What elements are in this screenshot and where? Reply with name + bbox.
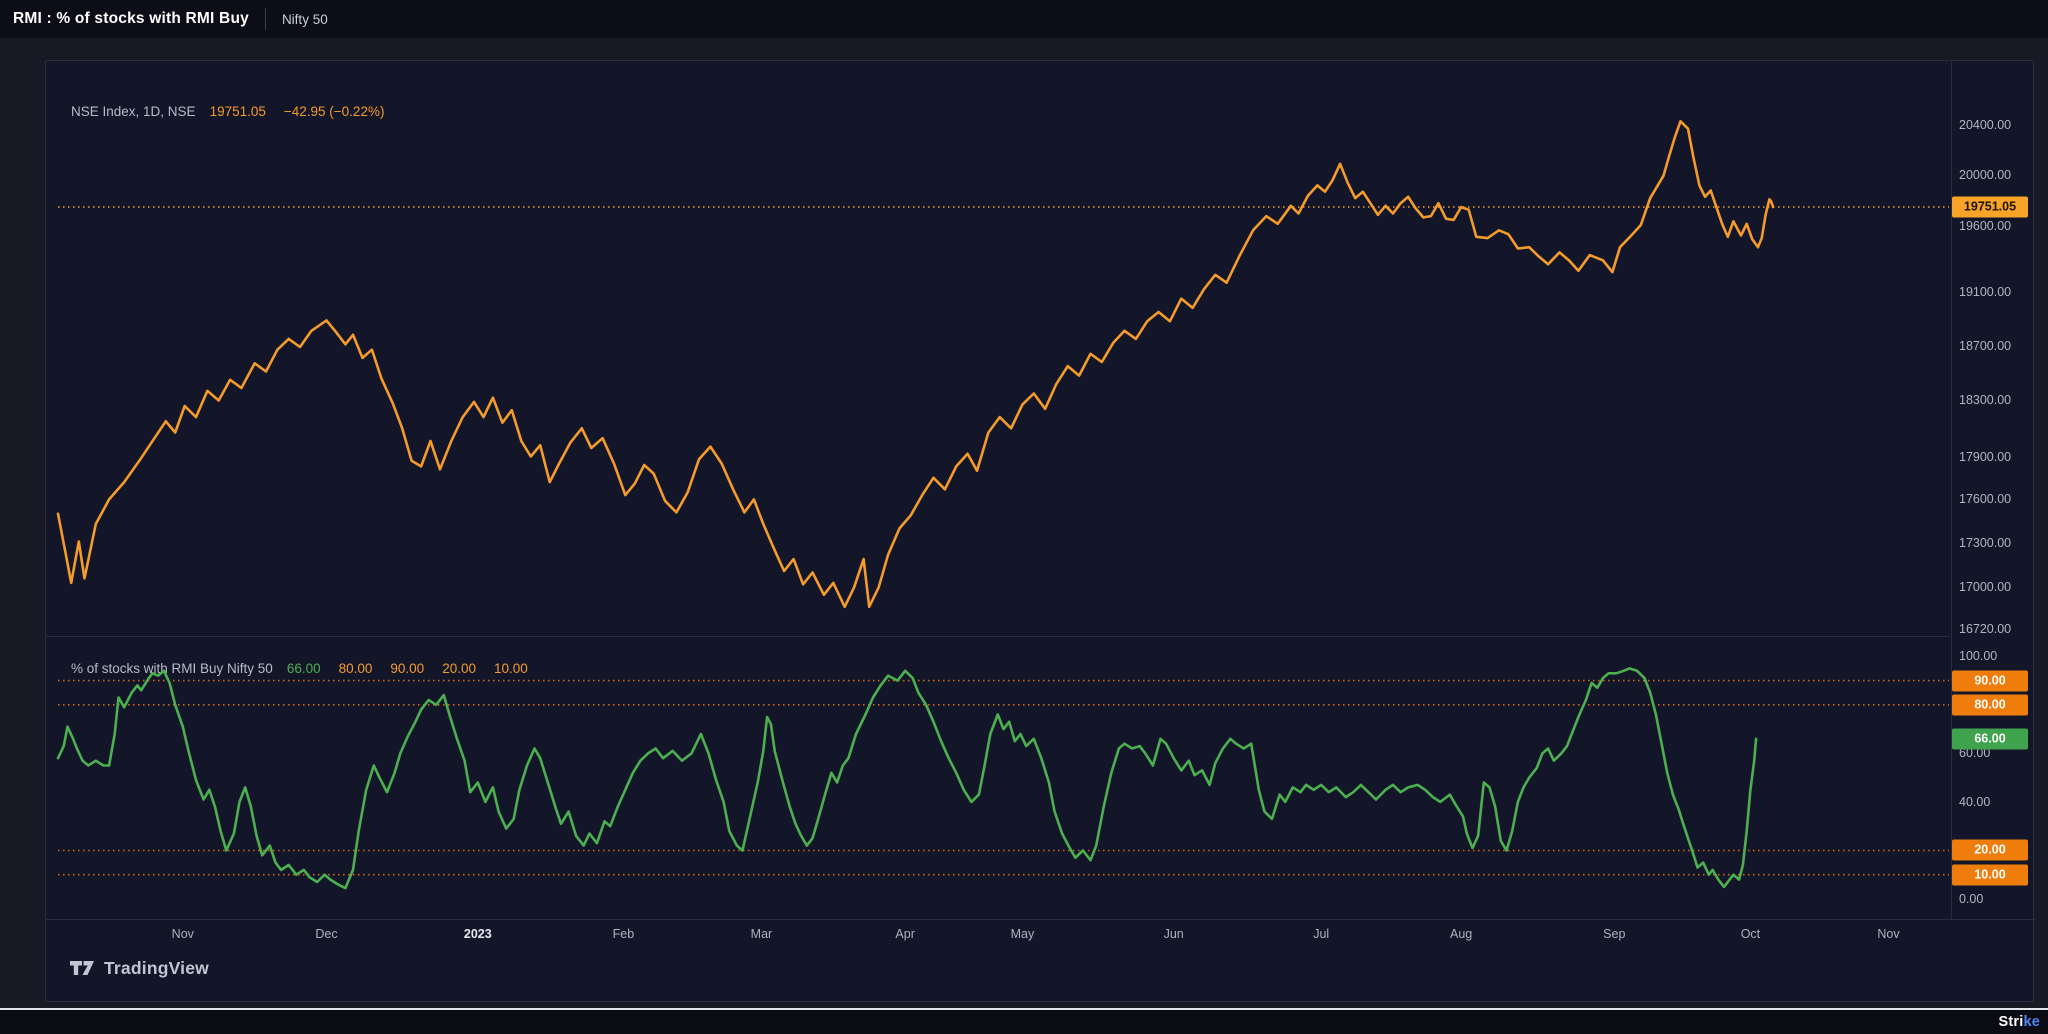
indicator-legend-value-10.00: 10.00 (494, 661, 528, 676)
y-tick-17900.00: 17900.00 (1959, 449, 2012, 464)
y-tick-16720.00: 16720.00 (1959, 622, 2012, 637)
x-tick-May[interactable]: May (1010, 927, 1035, 941)
tradingview-icon (70, 960, 94, 975)
y-tick-20000.00: 20000.00 (1959, 168, 2012, 183)
axis-badge-80.00: 80.00 (1952, 694, 2028, 716)
x-tick-Feb[interactable]: Feb (612, 927, 635, 941)
indicator-legend-value-80.00: 80.00 (338, 661, 373, 676)
price-axis-border (1951, 61, 1952, 919)
y-tick-20400.00: 20400.00 (1959, 117, 2012, 132)
price-series-line (56, 119, 1775, 609)
panel-separator[interactable] (46, 636, 1949, 637)
bottom-bar: Strike (0, 1008, 2048, 1034)
x-tick-Mar[interactable]: Mar (750, 927, 773, 941)
y-tick-19100.00: 19100.00 (1959, 284, 2012, 299)
y-tick-19600.00: 19600.00 (1959, 219, 2012, 234)
y-tick-18300.00: 18300.00 (1959, 393, 2012, 408)
y-tick-18700.00: 18700.00 (1959, 338, 2012, 353)
app-header: RMI : % of stocks with RMI Buy Nifty 50 (0, 0, 2048, 38)
indicator-legend-value-66.00: 66.00 (286, 661, 321, 676)
time-axis-border (46, 919, 2035, 920)
tradingview-label[interactable]: TradingView (104, 958, 209, 978)
indicator-series-name[interactable]: % of stocks with RMI Buy Nifty 50 (71, 661, 273, 676)
price-last-value: 19751.05 (209, 104, 266, 119)
x-tick-Oct[interactable]: Oct (1740, 927, 1761, 941)
x-tick-Jun[interactable]: Jun (1163, 927, 1184, 941)
strike-logo[interactable]: Strike (1998, 1014, 2040, 1030)
x-tick-Dec[interactable]: Dec (315, 927, 338, 941)
axis-badge-19751.05: 19751.05 (1952, 196, 2028, 218)
tradingview-logo[interactable]: TradingView (70, 958, 209, 979)
indicator-legend-value-20.00: 20.00 (442, 661, 476, 676)
y-tick-40.00: 40.00 (1959, 794, 1991, 809)
price-legend[interactable]: NSE Index, 1D, NSE 19751.05 −42.95 (−0.2… (71, 104, 384, 119)
y-tick-17000.00: 17000.00 (1959, 580, 2012, 595)
symbol-selector[interactable]: Nifty 50 (281, 11, 328, 27)
price-panel[interactable] (56, 86, 1949, 634)
page-title: RMI : % of stocks with RMI Buy (13, 10, 249, 27)
y-tick-17600.00: 17600.00 (1959, 492, 2012, 507)
indicator-legend-value-90.00: 90.00 (390, 661, 425, 676)
axis-badge-20.00: 20.00 (1952, 839, 2028, 861)
indicator-series-line (56, 667, 1758, 890)
price-change-value: −42.95 (−0.22%) (283, 104, 385, 119)
price-series-name[interactable]: NSE Index, 1D, NSE (71, 104, 196, 119)
indicator-panel[interactable] (56, 649, 1949, 916)
y-tick-100.00: 100.00 (1959, 649, 1998, 664)
indicator-legend[interactable]: % of stocks with RMI Buy Nifty 50 66.00 8… (71, 661, 528, 676)
x-tick-Nov[interactable]: Nov (171, 927, 194, 941)
y-tick-17300.00: 17300.00 (1959, 535, 2012, 550)
axis-badge-90.00: 90.00 (1952, 670, 2028, 692)
x-tick-2023[interactable]: 2023 (463, 927, 492, 941)
x-tick-Nov[interactable]: Nov (1877, 927, 1900, 941)
x-tick-Sep[interactable]: Sep (1603, 927, 1626, 941)
header-divider (264, 8, 266, 30)
x-tick-Aug[interactable]: Aug (1449, 927, 1473, 941)
y-tick-60.00: 60.00 (1959, 746, 1991, 761)
axis-badge-10.00: 10.00 (1952, 864, 2028, 886)
x-tick-Apr[interactable]: Apr (895, 927, 915, 941)
x-tick-Jul[interactable]: Jul (1313, 927, 1330, 941)
axis-badge-66.00: 66.00 (1952, 728, 2028, 750)
chart-card[interactable]: NSE Index, 1D, NSE 19751.05 −42.95 (−0.2… (45, 60, 2035, 1002)
y-tick-0.00: 0.00 (1959, 892, 1984, 906)
